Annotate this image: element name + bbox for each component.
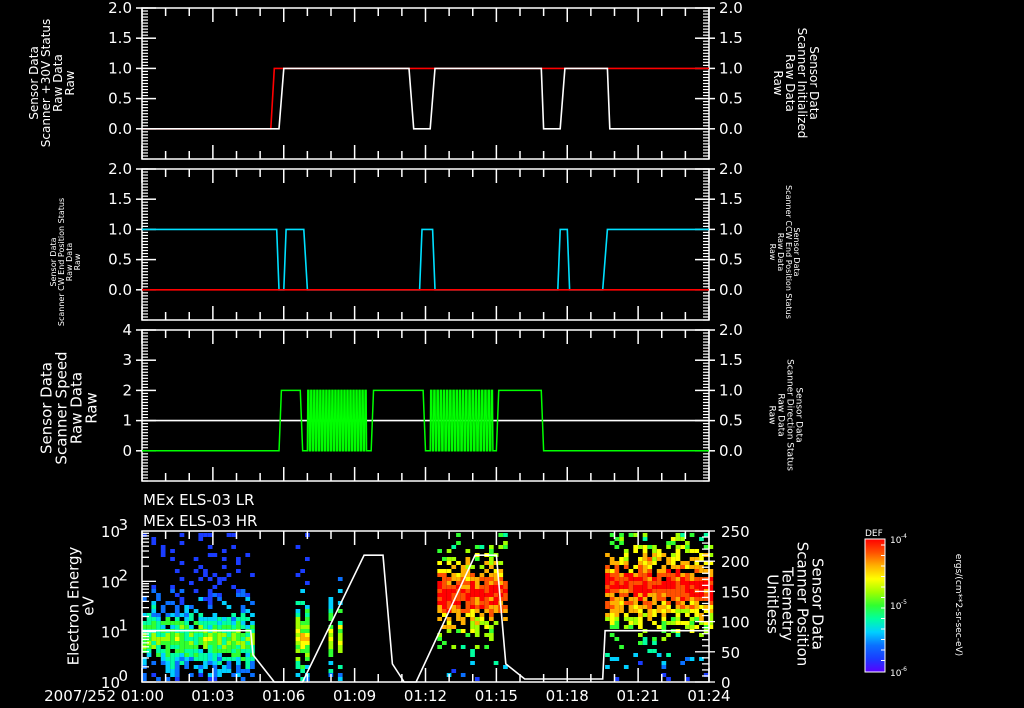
colorbar-label: DEF	[865, 529, 883, 539]
y-tick-label: 0	[122, 442, 132, 460]
instrument-title-hr: MEx ELS-03 HR	[143, 512, 257, 530]
y-tick-label: 0.0	[108, 120, 132, 138]
y-tick-label: 0.0	[719, 442, 743, 460]
y-tick-label: 10	[101, 624, 120, 642]
y-tick-label: 1.5	[108, 190, 132, 208]
panel-4-right-ylabel: Sensor DataScanner PositionTelemetryUnit…	[764, 542, 827, 667]
colorbar-tick-label: 10	[890, 536, 902, 546]
y-tick-exponent: 1	[118, 617, 128, 635]
panel-2-right-ylabel: Sensor DataScanner CCW End Position Stat…	[768, 185, 801, 319]
panel-2-left-ylabel: Sensor DataScanner CW End Position Statu…	[49, 198, 82, 326]
panel-1-right-ylabel: Sensor DataScanner InitializedRaw DataRa…	[771, 28, 821, 139]
y-tick-label: 1	[122, 412, 132, 430]
y-tick-label: 2	[122, 381, 132, 399]
y-tick-label: 0.0	[719, 120, 743, 138]
y-tick-label: 10	[101, 674, 120, 692]
y-tick-label: 1.5	[108, 29, 132, 47]
y-tick-label: 3	[122, 351, 132, 369]
y-tick-label: 1.5	[719, 29, 743, 47]
panel-4-titles: MEx ELS-03 LR MEx ELS-03 HR	[143, 491, 257, 530]
y-tick-label: 0.5	[108, 251, 132, 269]
scanner-direction-status-line	[142, 389, 709, 452]
y-tick-label: 1.5	[719, 351, 743, 369]
colorbar-tick-exponent: -4	[901, 533, 907, 540]
y-tick-label: 2.0	[108, 0, 132, 17]
x-axis-labels: 2007/252 01:00 01:03 01:06 01:09 01:12 01:15 0…	[44, 687, 730, 705]
x-tick-label: 01:06	[262, 687, 305, 705]
y-tick-label: 2.0	[719, 160, 743, 178]
panel-3-frame: 4 3 2 1 0 2.0 1.5 1.0 0.5 0.0 Sensor DataScanner S…	[38, 321, 804, 482]
colorbar-units-label: ergs/(cm**2-sr-sec-eV)	[953, 554, 963, 656]
panel-1-frame: 2.0 1.5 1.0 0.5 0.0 2.0 1.5 1.0 0.5 0.0 Sensor Dat…	[27, 0, 821, 160]
y-tick-label: 150	[721, 583, 750, 601]
x-tick-label: 01:24	[687, 687, 730, 705]
y-tick-label: 0.5	[719, 90, 743, 108]
spectrogram-heatmap	[142, 533, 714, 681]
colorbar-tick-exponent: -6	[901, 666, 907, 673]
x-tick-label: 01:03	[191, 687, 234, 705]
y-tick-label: 1.0	[719, 59, 743, 77]
x-tick-label: 01:21	[617, 687, 660, 705]
series-30v-status-line	[142, 67, 709, 130]
y-tick-label: 250	[721, 523, 750, 541]
x-tick-label: 01:09	[333, 687, 376, 705]
y-tick-label: 0.5	[719, 251, 743, 269]
y-tick-label: 1.0	[719, 381, 743, 399]
x-tick-label: 2007/252 01:00	[44, 687, 164, 705]
panel-3-left-ylabel: Sensor DataScanner SpeedRaw DataRaw	[38, 351, 101, 464]
y-tick-label: 0.0	[108, 281, 132, 299]
y-tick-label: 1.5	[719, 190, 743, 208]
colorbar-tick-exponent: -5	[901, 599, 907, 606]
y-tick-exponent: 3	[118, 516, 128, 534]
colorbar-tick-label: 10	[890, 602, 902, 612]
x-tick-label: 01:12	[404, 687, 447, 705]
x-tick-label: 01:18	[546, 687, 589, 705]
y-tick-label: 1.0	[108, 220, 132, 238]
y-tick-label: 10	[101, 523, 120, 541]
y-tick-label: 2.0	[719, 0, 743, 17]
panel-4-left-ylabel: Electron EnergyeV	[65, 546, 98, 665]
y-tick-label: 100	[721, 614, 750, 632]
panel-3-right-ylabel: Sensor DataScanner Direction StatusRaw D…	[767, 359, 804, 471]
y-tick-label: 1.0	[719, 220, 743, 238]
y-tick-label: 0.5	[108, 90, 132, 108]
colorbar-tick-label: 10	[890, 669, 902, 679]
y-tick-label: 10	[101, 573, 120, 591]
series-ccw-end-position-line	[142, 228, 709, 291]
y-tick-label: 200	[721, 553, 750, 571]
y-tick-exponent: 2	[118, 566, 128, 584]
y-tick-label: 2.0	[108, 160, 132, 178]
y-tick-label: 50	[721, 644, 740, 662]
y-tick-label: 2.0	[719, 321, 743, 339]
x-tick-label: 01:15	[475, 687, 518, 705]
instrument-title-lr: MEx ELS-03 LR	[143, 491, 254, 509]
panel-2-frame: 2.0 1.5 1.0 0.5 0.0 2.0 1.5 1.0 0.5 0.0 Sensor Dat…	[49, 160, 801, 326]
y-tick-label: 0	[721, 674, 731, 692]
y-tick-label: 0.5	[719, 412, 743, 430]
y-tick-label: 1.0	[108, 59, 132, 77]
panel-1-left-ylabel: Sensor DataScanner +30V StatusRaw DataRa…	[27, 19, 77, 148]
series-scanner-initialized-line	[142, 67, 709, 130]
y-tick-label: 0.0	[719, 281, 743, 299]
y-tick-label: 4	[122, 321, 132, 339]
scanner-position-line	[142, 554, 709, 683]
y-tick-exponent: 0	[118, 667, 128, 685]
